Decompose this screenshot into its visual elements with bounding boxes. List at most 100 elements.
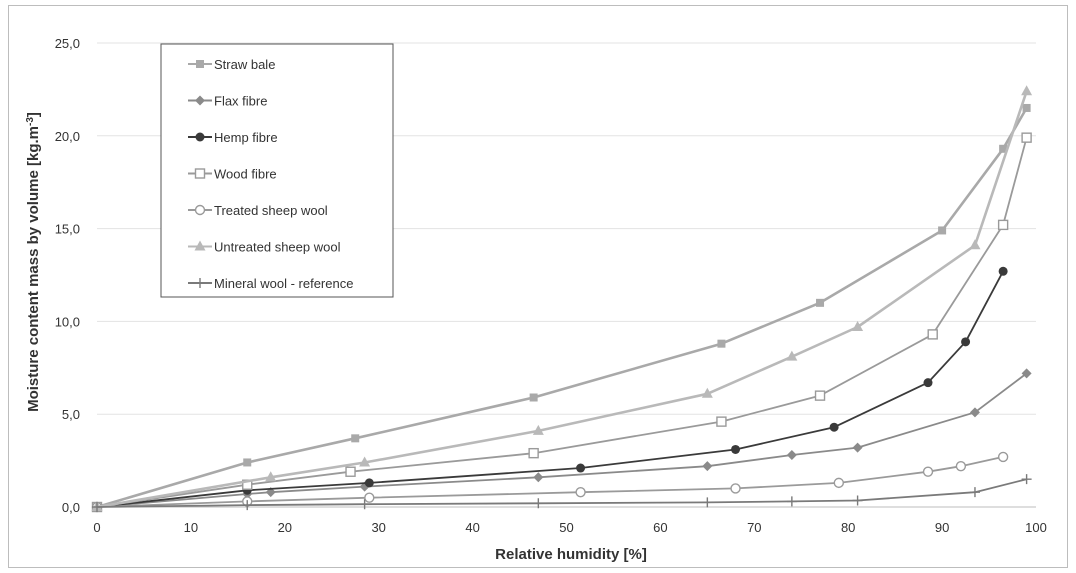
data-point	[528, 447, 539, 459]
data-point	[852, 442, 863, 453]
legend-marker	[194, 204, 206, 216]
data-point	[1021, 474, 1032, 485]
y-tick-label: 15,0	[55, 222, 80, 237]
x-tick-labels: 0 10 20 30 40 50 60 70 80 90 100	[93, 520, 1046, 535]
x-tick-label: 90	[935, 520, 949, 535]
y-tick-label: 20,0	[55, 129, 80, 144]
data-point	[923, 378, 933, 388]
data-point	[351, 434, 360, 443]
data-point	[938, 226, 947, 235]
series-line	[96, 372, 1028, 508]
data-point	[999, 144, 1008, 153]
data-point	[997, 219, 1009, 231]
legend-marker	[195, 278, 205, 288]
y-tick-label: 0,0	[62, 500, 80, 515]
y-tick-labels: 0,0 5,0 10,0 15,0 20,0 25,0	[55, 36, 80, 515]
data-point	[717, 339, 726, 348]
series-mineral-wool-reference	[92, 474, 1032, 512]
data-point	[359, 456, 371, 467]
data-point	[242, 500, 253, 511]
legend-label: Treated sheep wool	[214, 203, 328, 218]
y-axis-title-main: Moisture content mass by volume [kg.m	[25, 126, 42, 412]
legend-item: Mineral wool - reference	[188, 276, 353, 291]
legend-label: Wood fibre	[214, 167, 277, 182]
legend-label: Untreated sheep wool	[214, 240, 341, 255]
data-point	[364, 478, 374, 488]
x-tick-label: 80	[841, 520, 855, 535]
legend-item: Wood fibre	[188, 167, 277, 182]
data-point	[922, 466, 934, 477]
data-point	[532, 424, 544, 435]
y-axis-title: Moisture content mass by volume [kg.m-3]	[25, 112, 43, 412]
series-hemp-fibre	[92, 266, 1008, 512]
data-point	[927, 329, 938, 340]
data-point	[576, 463, 586, 473]
series-straw-bale	[93, 103, 1031, 511]
legend-label: Mineral wool - reference	[214, 276, 353, 291]
data-point	[786, 350, 798, 361]
y-tick-label: 5,0	[62, 407, 80, 422]
series-untreated-sheep-wool	[91, 85, 1033, 511]
legend-marker	[194, 168, 206, 179]
data-point	[243, 458, 252, 467]
data-point	[1021, 132, 1032, 143]
x-tick-label: 40	[465, 520, 479, 535]
data-point	[814, 390, 826, 401]
data-point	[829, 422, 839, 432]
x-tick-label: 100	[1025, 520, 1047, 535]
series-line	[96, 270, 1004, 508]
x-axis-title: Relative humidity [%]	[495, 546, 647, 563]
data-point	[969, 487, 980, 498]
data-point	[816, 298, 825, 307]
legend-marker	[195, 95, 205, 106]
x-tick-label: 30	[371, 520, 385, 535]
x-tick-label: 50	[559, 520, 573, 535]
legend-item: Untreated sheep wool	[188, 240, 341, 255]
data-point	[961, 337, 971, 347]
data-point	[969, 407, 980, 418]
y-tick-label: 25,0	[55, 36, 80, 51]
data-point	[852, 495, 863, 506]
y-axis-title-end: ]	[25, 112, 42, 117]
legend-marker	[194, 240, 206, 251]
data-point	[364, 492, 375, 503]
legend-item: Straw bale	[188, 57, 275, 72]
data-point	[575, 486, 586, 498]
data-point	[786, 496, 797, 507]
data-point	[786, 450, 797, 461]
data-point	[969, 239, 981, 250]
legend-item: Treated sheep wool	[188, 203, 328, 218]
legend-marker	[195, 132, 205, 142]
data-point	[716, 416, 727, 427]
data-point	[1022, 103, 1031, 112]
x-tick-label: 0	[93, 520, 100, 535]
data-point	[359, 499, 370, 510]
data-point	[731, 444, 741, 454]
data-point	[345, 466, 356, 477]
legend-label: Straw bale	[214, 57, 275, 72]
data-point	[852, 320, 864, 331]
x-tick-label: 10	[184, 520, 198, 535]
legend: Straw bale Flax fibre Hemp fibre Wood fibre…	[160, 43, 394, 298]
data-point	[1021, 368, 1032, 379]
legend-label: Flax fibre	[214, 94, 267, 109]
y-tick-label: 10,0	[55, 314, 80, 329]
y-axis-title-superscript: -3	[25, 117, 36, 126]
data-point	[533, 498, 544, 509]
data-point	[702, 461, 713, 472]
series-layer	[91, 85, 1033, 513]
data-point	[833, 477, 845, 489]
data-point	[701, 387, 713, 398]
data-point	[998, 266, 1008, 276]
x-tick-label: 70	[747, 520, 761, 535]
data-point	[529, 393, 538, 402]
data-point	[533, 472, 544, 483]
legend-label: Hemp fibre	[214, 130, 278, 145]
legend-marker	[196, 60, 204, 68]
data-point	[265, 471, 277, 482]
data-point	[92, 502, 102, 512]
data-point	[955, 460, 967, 472]
x-tick-label: 60	[653, 520, 667, 535]
legend-item: Flax fibre	[188, 94, 267, 109]
